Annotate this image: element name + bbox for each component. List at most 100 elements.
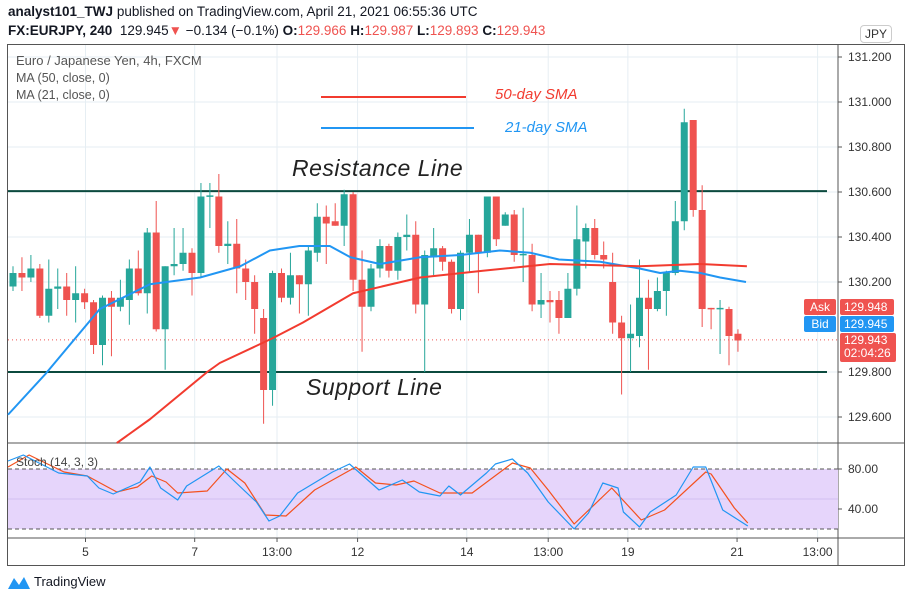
candle-down [242, 268, 250, 282]
tradingview-logo[interactable]: TradingView [8, 574, 106, 589]
sma50-annotation: 50-day SMA [495, 86, 578, 103]
price-tick-label: 130.800 [848, 140, 892, 154]
candle-down [322, 216, 330, 224]
candle-down [63, 286, 71, 300]
candle-up [501, 214, 509, 226]
ma50-legend[interactable]: MA (50, close, 0) [16, 71, 110, 85]
stoch-legend[interactable]: Stoch (14, 3, 3) [16, 455, 99, 469]
candle-up [313, 216, 321, 253]
time-tick-label: 13:00 [803, 545, 833, 559]
symbol-info: FX:EURJPY, 240 129.945▼ −0.134 (−0.1%) O… [8, 23, 545, 38]
candle-up [367, 268, 375, 307]
candle-down [618, 322, 626, 339]
candle-down [689, 120, 697, 210]
chart-title: Euro / Japanese Yen, 4h, FXCM [16, 53, 202, 68]
bar-countdown: 02:04:26 [844, 346, 891, 360]
close-value: 129.943 [496, 23, 546, 38]
candle-up [304, 250, 312, 285]
candle-down [90, 302, 98, 345]
candle-up [206, 195, 214, 197]
sma21-annotation: 21-day SMA [505, 119, 588, 136]
candle-down [349, 194, 357, 280]
time-tick-label: 19 [621, 545, 635, 559]
price-tick-label: 131.200 [848, 50, 892, 64]
candle-down [510, 214, 518, 255]
time-tick-label: 5 [82, 545, 89, 559]
candle-up [627, 333, 635, 339]
ma21-line [7, 245, 747, 416]
resistance-annotation: Resistance Line [292, 155, 464, 181]
high-value: 129.987 [364, 23, 414, 38]
candle-up [161, 266, 169, 330]
tradingview-logo-icon [8, 576, 30, 589]
candle-up [537, 300, 545, 305]
down-arrow-icon: ▼ [168, 23, 182, 38]
candle-up [483, 196, 491, 253]
last-price: 129.945 [119, 23, 169, 38]
candle-down [448, 261, 456, 309]
time-tick-label: 14 [460, 545, 474, 559]
candle-up [519, 253, 527, 256]
candle-up [72, 293, 80, 300]
ask-label: Ask [804, 299, 836, 315]
candle-down [644, 297, 652, 309]
support-annotation: Support Line [306, 374, 443, 400]
currency-button[interactable]: JPY [860, 25, 892, 43]
candle-up [564, 288, 572, 318]
candle-up [403, 234, 411, 237]
publish-text: published on TradingView.com, April 21, … [116, 4, 478, 19]
candle-up [45, 288, 53, 316]
candle-up [54, 286, 62, 289]
candle-down [81, 293, 89, 303]
candle-down [546, 300, 554, 303]
author[interactable]: analyst101_TWJ [8, 4, 114, 19]
candle-up [286, 275, 294, 298]
change: −0.134 (−0.1%) [185, 23, 279, 38]
candle-up [636, 297, 643, 336]
candle-down [707, 307, 715, 310]
candle-down [492, 196, 500, 240]
tradingview-brand: TradingView [34, 574, 106, 589]
candle-up [143, 232, 151, 294]
candle-up [269, 273, 277, 390]
candle-up [224, 243, 232, 246]
candle-down [555, 300, 563, 318]
candle-up [671, 221, 679, 273]
candle-down [600, 255, 608, 260]
candle-down [725, 309, 733, 336]
candle-down [134, 268, 142, 294]
candle-up [430, 248, 438, 258]
price-tick-label: 131.000 [848, 95, 892, 109]
ask-price-tag: 129.948 [840, 299, 894, 315]
candle-up [716, 307, 724, 310]
candle-up [465, 234, 473, 253]
high-label: H: [350, 23, 365, 38]
candle-down [698, 210, 706, 309]
candle-down [331, 221, 339, 226]
low-value: 129.893 [429, 23, 479, 38]
candle-down [36, 268, 44, 316]
candle-up [394, 237, 402, 271]
candle-down [233, 243, 241, 269]
candle-down [260, 318, 268, 390]
candle-down [251, 282, 259, 309]
candle-down [188, 252, 196, 273]
candle-up [662, 273, 670, 291]
candle-up [197, 196, 205, 273]
candle-down [215, 196, 223, 246]
ma21-legend[interactable]: MA (21, close, 0) [16, 88, 110, 102]
candle-up [421, 255, 429, 305]
candle-down [358, 279, 366, 307]
candle-down [278, 273, 285, 298]
candle-down [18, 273, 26, 278]
bid-price-tag: 129.945 [840, 316, 894, 332]
candle-up [179, 252, 187, 264]
close-label: C: [482, 23, 497, 38]
chart-frame[interactable] [7, 44, 905, 566]
time-tick-label: 7 [191, 545, 198, 559]
candle-down [609, 282, 617, 323]
candle-down [734, 333, 742, 341]
time-tick-label: 21 [730, 545, 744, 559]
candle-up [170, 264, 178, 267]
